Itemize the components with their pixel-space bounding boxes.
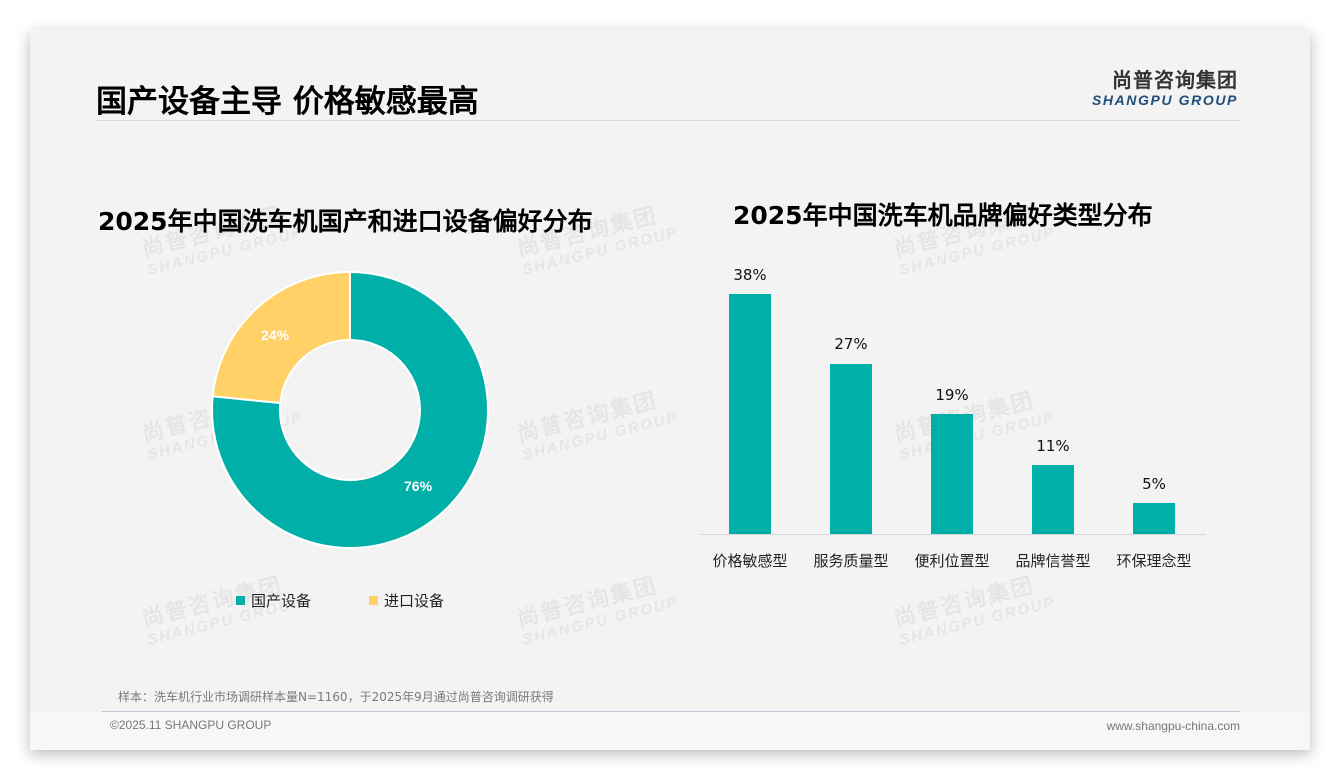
legend-label: 进口设备 (384, 592, 445, 610)
donut-label-domestic: 76% (404, 478, 433, 494)
legend-item-domestic: 国产设备 (236, 590, 311, 611)
donut-chart-title: 2025年中国洗车机国产和进口设备偏好分布 (98, 207, 593, 236)
bar-chart-title: 2025年中国洗车机品牌偏好类型分布 (733, 201, 1153, 230)
website-link[interactable]: www.shangpu-china.com (1106, 719, 1240, 733)
bar-category-label: 便利位置型 (914, 552, 990, 570)
legend-item-imported: 进口设备 (369, 590, 444, 611)
logo-en-text: SHANGPU GROUP (1091, 92, 1238, 108)
bar-value: 11% (1036, 437, 1070, 455)
bar-value: 5% (1142, 475, 1166, 493)
company-logo: 尚普咨询集团 SHANGPU GROUP (1092, 64, 1238, 108)
header-divider (96, 120, 1240, 121)
footer-divider (102, 711, 1240, 712)
sample-note: 样本：洗车机行业市场调研样本量N=1160，于2025年9月通过尚普咨询调研获得 (118, 690, 554, 704)
donut-chart: 24% 76% (210, 270, 490, 550)
bar-value: 38% (733, 266, 767, 284)
page-title: 国产设备主导 价格敏感最高 (96, 84, 479, 120)
bar-chart: 38% 27% 19% 11% 5% 价格敏感型 服务质量型 便利位置型 品牌信… (700, 260, 1206, 580)
bar-service-quality (830, 364, 872, 534)
logo-cn-text: 尚普咨询集团 (1112, 68, 1238, 92)
bar-price-sensitive (729, 294, 771, 534)
footer-band (30, 712, 1310, 750)
donut-svg (211, 270, 489, 549)
bar-value: 19% (935, 386, 969, 404)
x-axis-line (700, 534, 1206, 535)
bar-value: 27% (834, 335, 868, 353)
donut-segment-domestic (211, 270, 489, 549)
bar-eco-concept (1133, 503, 1175, 534)
donut-label-imported: 24% (261, 327, 290, 343)
donut-segment-imported (211, 270, 351, 405)
bar-brand-reputation (1032, 465, 1074, 534)
bar-category-label: 品牌信誉型 (1015, 552, 1091, 570)
slide: 尚普咨询集团 SHANGPU GROUP 尚普咨询集团 SHANGPU GROUP … (30, 30, 1310, 750)
copyright-text: ©2025.11 SHANGPU GROUP (110, 718, 272, 732)
bar-category-label: 环保理念型 (1116, 552, 1192, 570)
bar-convenient-location (931, 414, 973, 534)
legend-swatch-teal (236, 596, 245, 605)
donut-legend: 国产设备 进口设备 (236, 590, 444, 611)
legend-label: 国产设备 (251, 592, 312, 610)
bar-category-label: 服务质量型 (813, 552, 889, 570)
legend-swatch-yellow (369, 596, 379, 605)
bar-category-label: 价格敏感型 (712, 552, 788, 570)
